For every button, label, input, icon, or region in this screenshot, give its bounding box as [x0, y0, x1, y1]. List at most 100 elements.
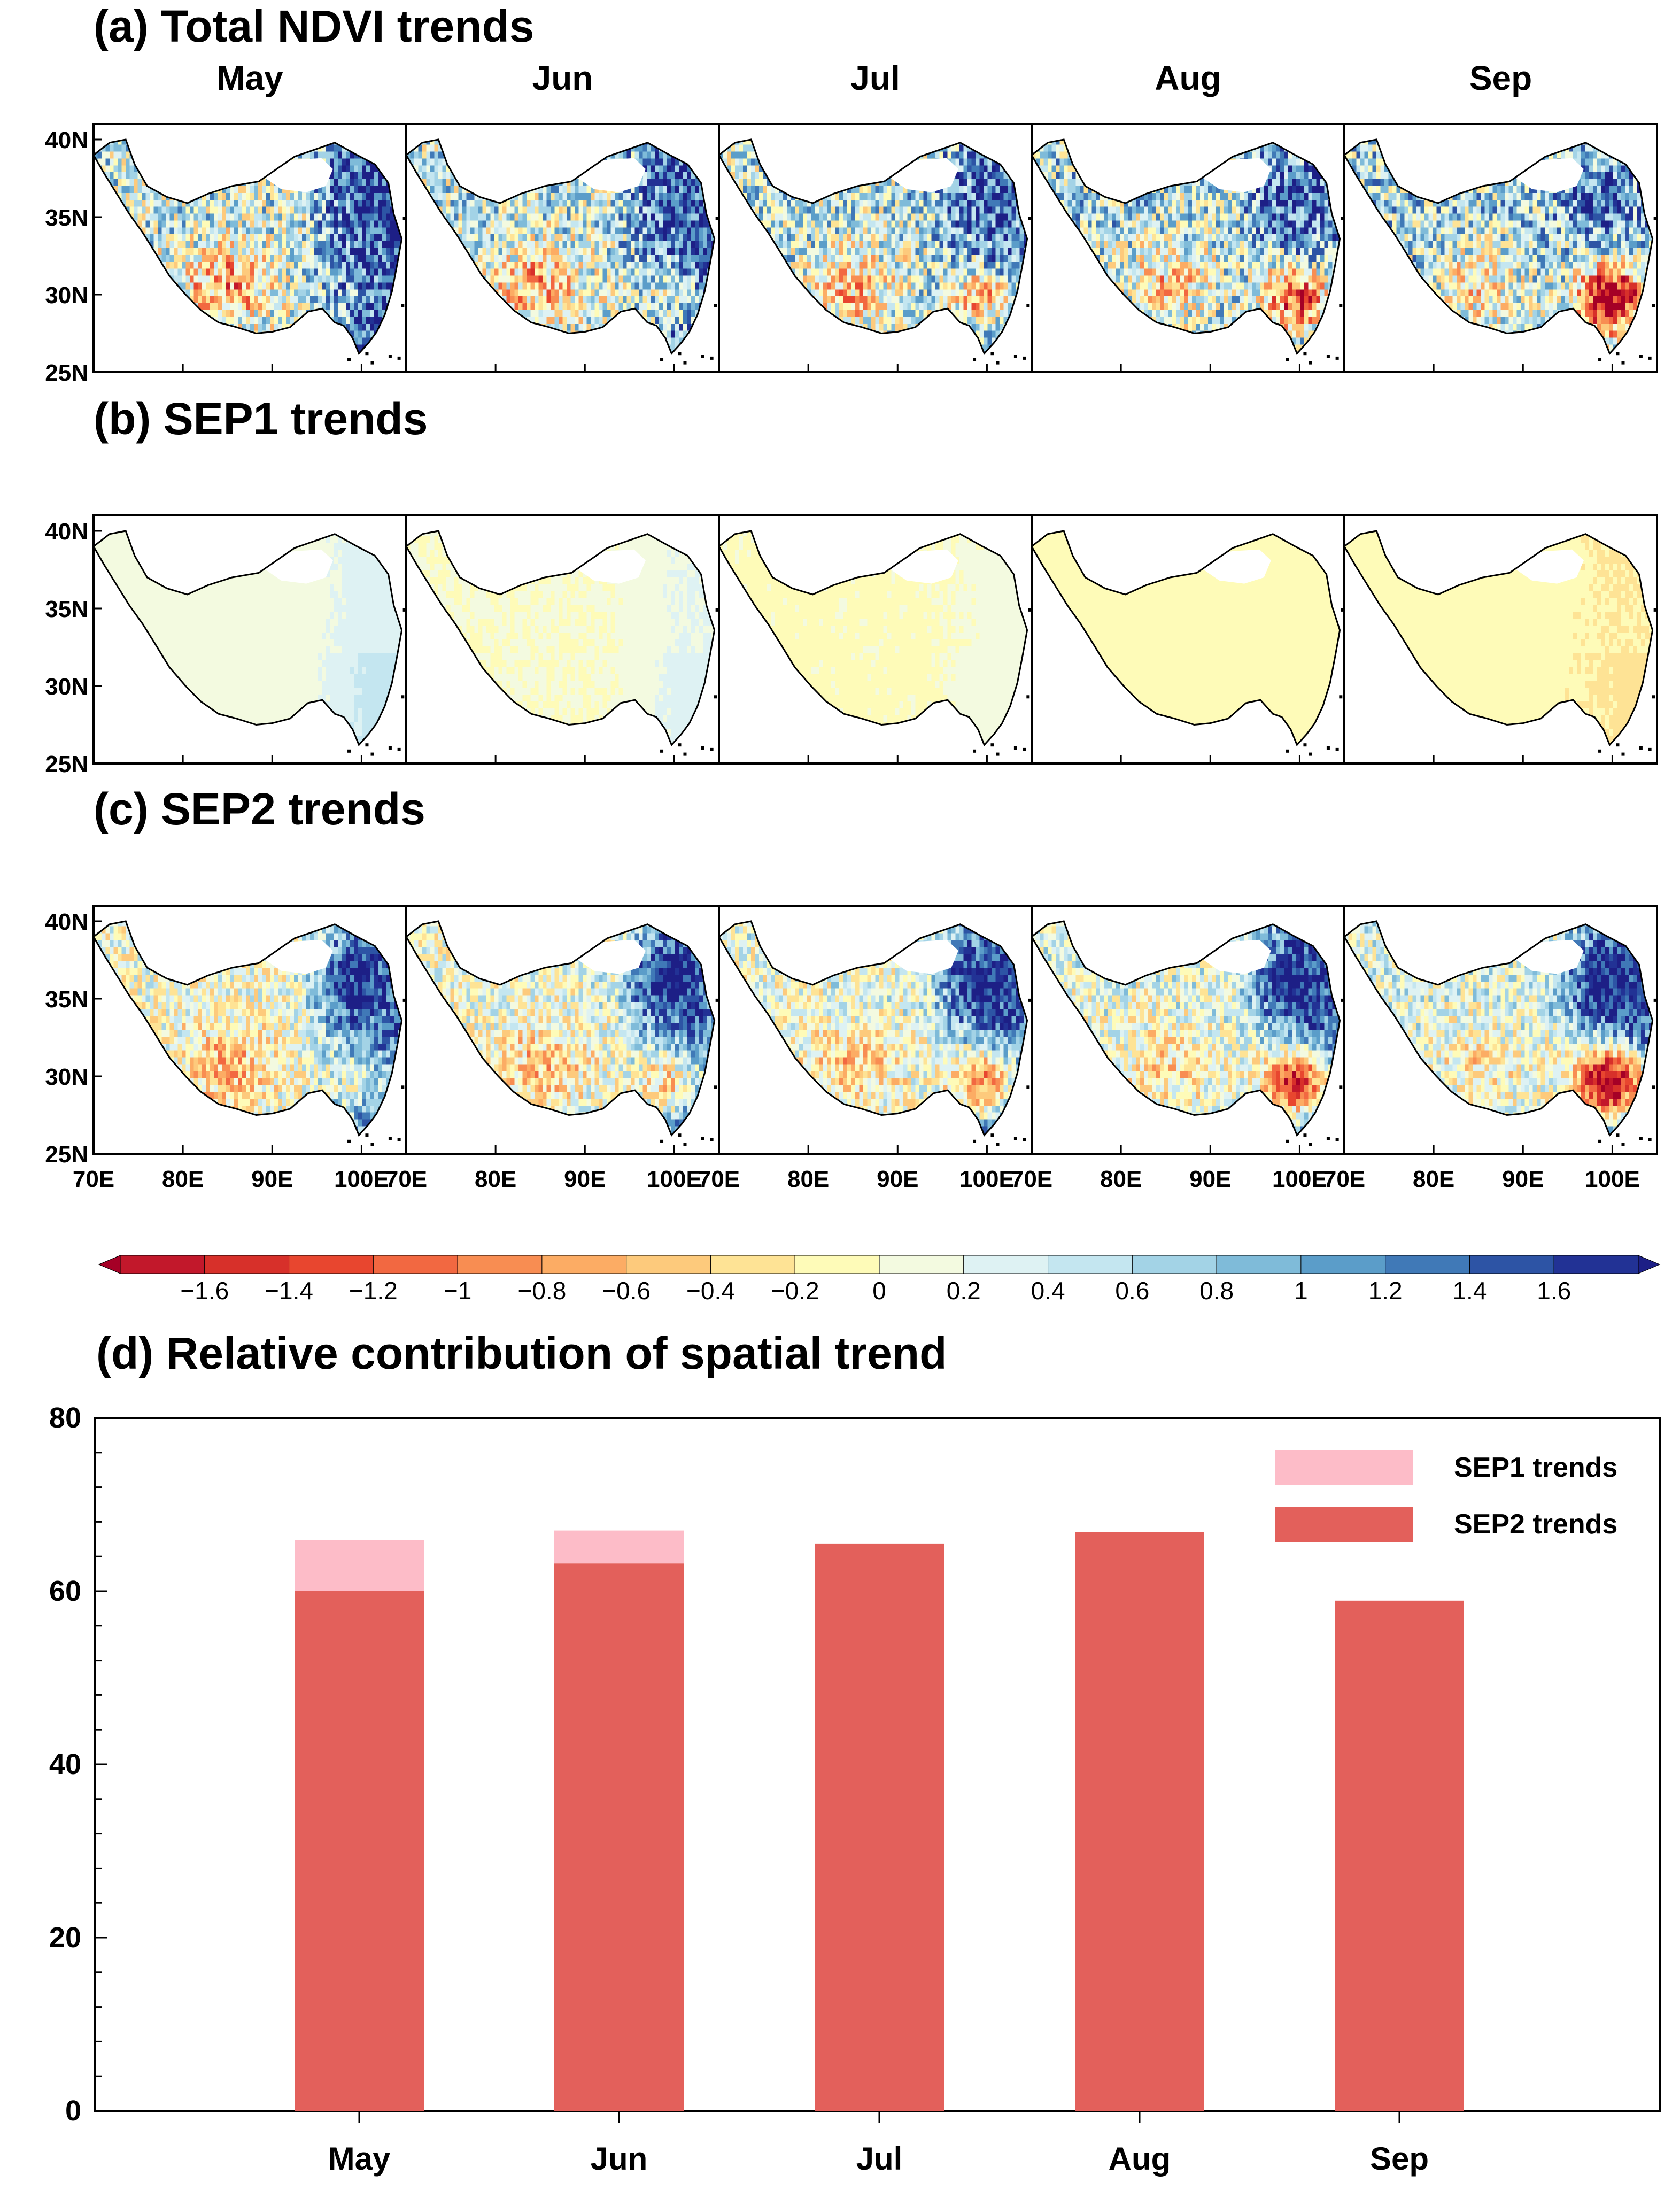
- lon-label: 80E: [787, 1166, 829, 1192]
- region-outline: [405, 920, 716, 1137]
- month-title: Sep: [1469, 59, 1532, 97]
- coast-dot: [990, 352, 994, 356]
- x-tick-label: Jul: [856, 2141, 903, 2177]
- lon-label: 70E: [1011, 1166, 1052, 1192]
- coast-dot: [710, 356, 714, 360]
- no-data-basin: [1509, 549, 1584, 584]
- coast-dot: [402, 998, 406, 1002]
- colorbar-label: 1.2: [1368, 1277, 1403, 1305]
- coast-dot: [370, 1143, 374, 1146]
- lat-label: 25N: [45, 751, 88, 777]
- coast-dot: [1286, 749, 1289, 753]
- trend-raster: [719, 921, 1027, 1136]
- coast-dot: [990, 1133, 994, 1137]
- trend-raster: [1032, 140, 1340, 354]
- month-title: Jun: [532, 59, 593, 97]
- coast-dot: [1621, 752, 1625, 756]
- coast-dot: [370, 361, 374, 365]
- colorbar-swatch: [1553, 1255, 1639, 1274]
- map-panel-b-aug: [1031, 514, 1345, 765]
- bar-sep2-trends-may: [295, 1591, 424, 2111]
- coast-dot: [388, 1137, 392, 1140]
- colorbar-swatch: [1469, 1255, 1554, 1274]
- coast-dot: [1652, 695, 1655, 699]
- colorbar-label: 1.4: [1452, 1277, 1487, 1305]
- no-data-basin: [259, 939, 333, 974]
- month-title: Jul: [850, 59, 900, 97]
- map-panel-c-jul: [718, 905, 1033, 1155]
- coast-dot: [1023, 356, 1026, 360]
- bar-sep2-trends-sep: [1335, 1600, 1464, 2111]
- lat-label: 30N: [45, 282, 88, 308]
- colorbar-label: −0.8: [517, 1277, 566, 1305]
- no-data-basin: [1509, 158, 1584, 192]
- coast-dot: [996, 361, 1000, 365]
- bar-sep1-trends-jun: [554, 1530, 684, 1564]
- coast-dot: [710, 1138, 714, 1141]
- trend-raster: [719, 531, 1027, 745]
- no-data-basin: [1197, 939, 1271, 974]
- coast-dot: [683, 361, 687, 365]
- panel-frame: [1343, 514, 1658, 765]
- region-outline: [1031, 138, 1341, 355]
- coast-dot: [1648, 356, 1652, 360]
- colorbar-label: 0.8: [1199, 1277, 1234, 1305]
- coast-dot: [1598, 749, 1602, 753]
- coast-dot: [1303, 743, 1307, 747]
- coast-dot: [1339, 1085, 1343, 1089]
- lon-label: 80E: [162, 1166, 204, 1192]
- colorbar-label: 1: [1294, 1277, 1308, 1305]
- coast-dot: [1013, 746, 1017, 750]
- lon-label: 70E: [385, 1166, 427, 1192]
- bar-chart: (d) Relative contribution of spatial tre…: [49, 1328, 1661, 2177]
- coast-dot: [660, 749, 664, 753]
- coast-dot: [973, 358, 977, 361]
- colorbar-swatch: [1048, 1255, 1133, 1274]
- colorbar-label: −0.4: [686, 1277, 735, 1305]
- map-panel-a-may: May: [92, 59, 407, 373]
- coast-dot: [715, 217, 719, 220]
- y-tick-label: 80: [49, 1402, 81, 1434]
- colorbar-label: −1: [444, 1277, 471, 1305]
- lat-label: 35N: [45, 986, 88, 1013]
- coast-dot: [701, 355, 704, 358]
- coast-dot: [1639, 355, 1643, 358]
- region-outline: [405, 138, 716, 355]
- colorbar: −1.6 −1.4 −1.2 −1 −0.8 −0.6 −0.4 −0.2 0 0.2 0.4 0.6…: [98, 1255, 1661, 1305]
- lon-label: 100E: [1272, 1166, 1327, 1192]
- lon-label: 100E: [1585, 1166, 1640, 1192]
- colorbar-label: 1.6: [1537, 1277, 1571, 1305]
- coast-dot: [1028, 998, 1032, 1002]
- lon-label: 90E: [564, 1166, 606, 1192]
- map-panel-a-aug: Aug: [1031, 59, 1345, 373]
- coast-dot: [1653, 217, 1657, 220]
- coast-dot: [1326, 1137, 1330, 1140]
- coast-dot: [388, 355, 392, 358]
- coast-dot: [678, 1133, 682, 1137]
- colorbar-swatch: [457, 1255, 543, 1274]
- lon-label: 100E: [647, 1166, 702, 1192]
- lon-label: 90E: [251, 1166, 293, 1192]
- x-tick-label: Aug: [1109, 2141, 1171, 2177]
- lon-label: 90E: [877, 1166, 918, 1192]
- colorbar-swatch: [1300, 1255, 1386, 1274]
- coast-dot: [401, 1085, 405, 1089]
- lat-label: 25N: [45, 360, 88, 386]
- coast-dot: [1026, 695, 1030, 699]
- no-data-basin: [884, 549, 958, 584]
- map-panels: (a) Total NDVI trends May Jun Jul Aug Sep 40N 3…: [45, 1, 1658, 1192]
- bar-sep2-trends-jul: [815, 1543, 944, 2111]
- colorbar-swatch: [963, 1255, 1049, 1274]
- coast-dot: [1309, 1143, 1312, 1146]
- lat-label: 30N: [45, 674, 88, 700]
- coast-dot: [1303, 352, 1307, 356]
- coast-dot: [1303, 1133, 1307, 1137]
- map-panel-a-sep: Sep: [1343, 59, 1658, 373]
- colorbar-label: −1.2: [349, 1277, 398, 1305]
- coast-dot: [1621, 361, 1625, 365]
- lat-label: 25N: [45, 1141, 88, 1168]
- coast-dot: [1339, 304, 1343, 307]
- no-data-basin: [1197, 158, 1271, 192]
- coast-dot: [660, 1139, 664, 1143]
- map-panel-b-jul: [718, 514, 1033, 765]
